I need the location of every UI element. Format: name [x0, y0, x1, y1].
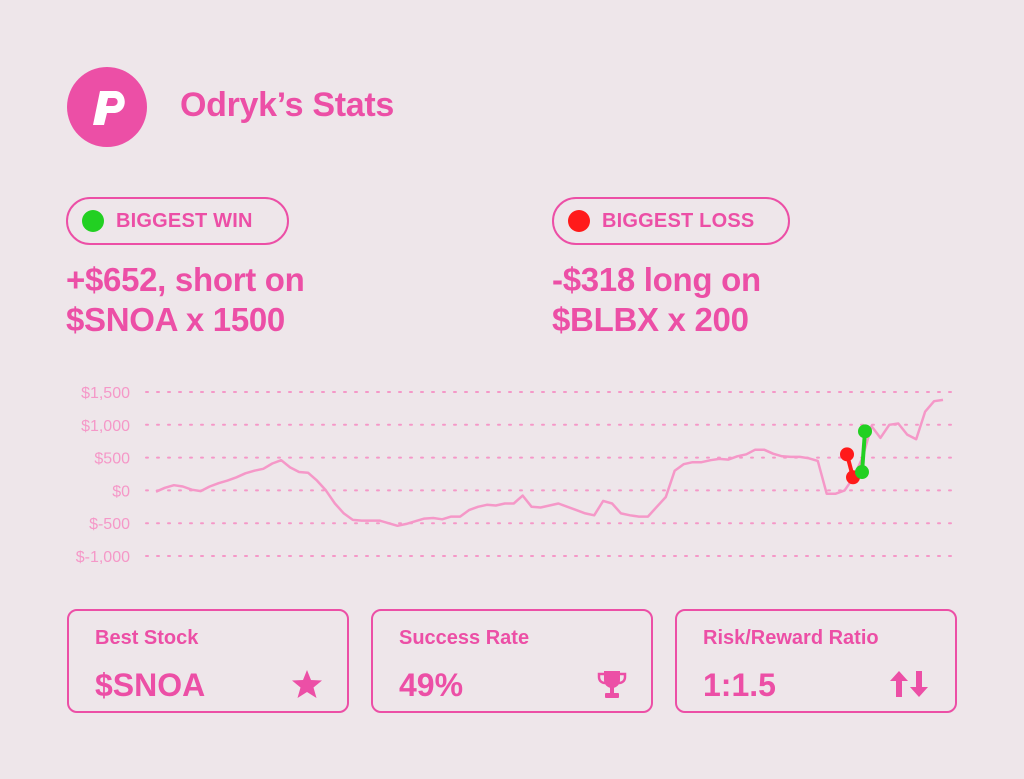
biggest-loss-text: -$318 long on $BLBX x 200 [552, 260, 761, 340]
win-trade-point [855, 465, 869, 480]
best-stock-card: Best Stock $SNOA [67, 609, 349, 713]
win-line-2: $SNOA x 1500 [66, 301, 285, 338]
win-line-1: +$652, short on [66, 261, 305, 298]
card-value: 49% [399, 667, 464, 703]
star-icon [292, 670, 322, 698]
page-title: Odryk’s Stats [180, 86, 395, 124]
biggest-win-text: +$652, short on $SNOA x 1500 [66, 260, 305, 340]
card-value: $SNOA [95, 667, 206, 703]
y-tick-label: $1,000 [81, 418, 130, 435]
card-value: 1:1.5 [703, 667, 776, 703]
badge-label: BIGGEST LOSS [602, 209, 755, 232]
badge-label: BIGGEST WIN [116, 209, 253, 232]
y-tick-label: $1,500 [81, 385, 130, 402]
card-title: Risk/Reward Ratio [703, 627, 879, 649]
win-dot-icon [82, 210, 104, 232]
y-tick-label: $500 [94, 451, 130, 468]
biggest-loss-badge: BIGGEST LOSS [552, 197, 790, 245]
loss-dot-icon [568, 210, 590, 232]
card-title: Best Stock [95, 627, 199, 649]
loss-line-2: $BLBX x 200 [552, 301, 749, 338]
card-title: Success Rate [399, 627, 530, 649]
biggest-win-badge: BIGGEST WIN [66, 197, 289, 245]
win-trade-point [858, 424, 872, 439]
series-line [155, 398, 944, 528]
success-rate-card: Success Rate 49% [371, 609, 653, 713]
loss-line-1: -$318 long on [552, 261, 761, 298]
up-down-arrows-icon [890, 671, 928, 697]
trophy-icon [597, 671, 627, 698]
pnl-line-chart: $1,500 $1,000 $500 $0 $-500 $-1,000 [76, 385, 961, 566]
loss-trade-point [840, 447, 854, 462]
y-tick-label: $-500 [89, 516, 130, 533]
y-tick-label: $-1,000 [76, 549, 130, 566]
risk-reward-card: Risk/Reward Ratio 1:1.5 [675, 609, 957, 713]
p-logo-icon [67, 67, 147, 147]
y-tick-label: $0 [112, 483, 130, 500]
